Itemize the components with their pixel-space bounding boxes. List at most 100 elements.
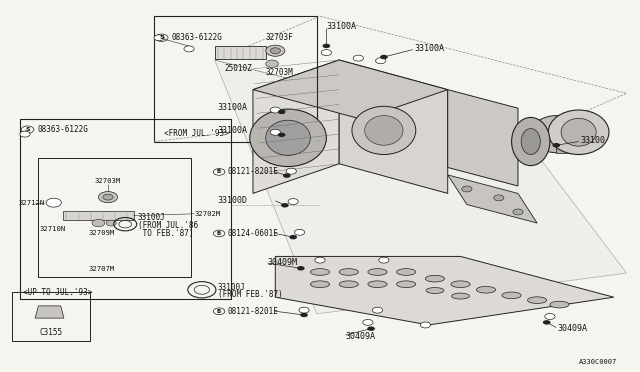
Text: B: B (217, 309, 221, 314)
Polygon shape (214, 60, 627, 314)
Circle shape (363, 320, 373, 326)
Circle shape (513, 209, 523, 215)
Circle shape (372, 307, 383, 313)
Text: 32703M: 32703M (266, 68, 294, 77)
Ellipse shape (502, 292, 521, 299)
Text: 32710N: 32710N (39, 226, 65, 232)
Ellipse shape (339, 281, 358, 288)
Text: 32703M: 32703M (95, 178, 121, 184)
Circle shape (543, 320, 550, 325)
Text: 33100J: 33100J (138, 213, 166, 222)
Ellipse shape (368, 281, 387, 288)
Ellipse shape (476, 286, 495, 293)
Circle shape (380, 55, 388, 59)
Circle shape (379, 257, 389, 263)
Text: 25010Z: 25010Z (224, 64, 252, 73)
Circle shape (92, 219, 105, 227)
Circle shape (300, 313, 308, 317)
Circle shape (376, 58, 386, 64)
Circle shape (281, 203, 289, 208)
Ellipse shape (511, 118, 550, 166)
Ellipse shape (452, 293, 469, 299)
Ellipse shape (550, 301, 569, 308)
Circle shape (353, 55, 364, 61)
Text: 08363-6122G: 08363-6122G (37, 125, 88, 134)
Circle shape (545, 314, 555, 320)
Circle shape (283, 173, 291, 178)
Circle shape (420, 322, 431, 328)
Text: 32707M: 32707M (88, 266, 115, 272)
Ellipse shape (521, 129, 540, 154)
Polygon shape (35, 306, 64, 318)
Text: 32702M: 32702M (194, 211, 220, 217)
Circle shape (462, 186, 472, 192)
Ellipse shape (368, 269, 387, 275)
Circle shape (20, 131, 30, 137)
Circle shape (286, 168, 296, 174)
Ellipse shape (561, 118, 596, 146)
Text: (FROM JUL.'86: (FROM JUL.'86 (138, 221, 198, 230)
Text: 33100D: 33100D (218, 196, 248, 205)
Text: 30409A: 30409A (346, 331, 376, 341)
Text: <UP TO JUL.'93>: <UP TO JUL.'93> (23, 288, 92, 297)
Circle shape (288, 199, 298, 205)
Polygon shape (556, 116, 588, 153)
Text: 32712N: 32712N (19, 200, 45, 206)
Ellipse shape (531, 116, 582, 153)
Circle shape (367, 327, 375, 331)
Ellipse shape (397, 269, 416, 275)
Text: 33100A: 33100A (218, 126, 248, 135)
Ellipse shape (426, 288, 444, 294)
Circle shape (184, 46, 194, 52)
Text: 30409M: 30409M (268, 258, 298, 267)
Circle shape (323, 44, 330, 48)
Ellipse shape (266, 120, 310, 155)
Ellipse shape (310, 281, 330, 288)
Circle shape (299, 307, 309, 313)
Text: 33100A: 33100A (415, 44, 445, 53)
Circle shape (493, 195, 504, 201)
Text: B: B (217, 231, 221, 236)
Ellipse shape (352, 106, 416, 154)
Circle shape (103, 194, 113, 200)
Circle shape (315, 257, 325, 263)
Text: 33100: 33100 (580, 136, 605, 145)
Text: 08124-0601E: 08124-0601E (227, 229, 278, 238)
Ellipse shape (451, 281, 470, 288)
Polygon shape (253, 60, 339, 193)
Circle shape (297, 266, 305, 270)
Text: 32703F: 32703F (266, 32, 294, 42)
Ellipse shape (250, 109, 326, 167)
Circle shape (321, 49, 332, 55)
Circle shape (270, 107, 280, 113)
Text: S: S (25, 127, 30, 132)
Text: C3155: C3155 (40, 328, 63, 337)
Circle shape (278, 133, 285, 137)
Polygon shape (448, 90, 518, 186)
Circle shape (289, 235, 297, 239)
Circle shape (266, 60, 278, 67)
Text: 30409A: 30409A (557, 324, 588, 333)
Ellipse shape (527, 297, 547, 304)
Circle shape (99, 192, 118, 203)
Text: 32709M: 32709M (89, 230, 115, 237)
Text: (FROM FEB.'87): (FROM FEB.'87) (218, 291, 283, 299)
Ellipse shape (339, 269, 358, 275)
Ellipse shape (548, 110, 609, 154)
Text: 33100A: 33100A (218, 103, 248, 112)
Polygon shape (275, 256, 614, 325)
Circle shape (106, 220, 116, 226)
Text: B: B (217, 169, 221, 174)
Circle shape (552, 143, 560, 147)
Circle shape (270, 48, 280, 54)
Text: 08363-6122G: 08363-6122G (172, 33, 222, 42)
Text: 08121-8201E: 08121-8201E (227, 307, 278, 316)
Polygon shape (253, 60, 448, 119)
Polygon shape (448, 175, 537, 223)
Circle shape (266, 45, 285, 56)
Text: 33100A: 33100A (326, 22, 356, 31)
Circle shape (278, 110, 285, 114)
Ellipse shape (310, 269, 330, 275)
Polygon shape (339, 60, 448, 193)
Circle shape (294, 230, 305, 235)
